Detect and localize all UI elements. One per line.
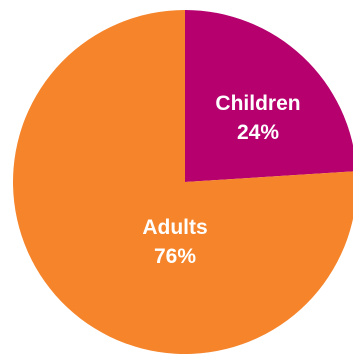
slice-label-children: Children (215, 92, 300, 115)
pie-slice-children (185, 10, 353, 182)
pie-slice-adults (12, 10, 353, 354)
slice-value-children: 24% (237, 121, 279, 144)
slice-label-adults: Adults (142, 216, 207, 239)
slice-value-adults: 76% (154, 245, 196, 268)
pie-labels: Children 24% Adults 76% (142, 92, 300, 268)
pie-slices (12, 10, 353, 354)
